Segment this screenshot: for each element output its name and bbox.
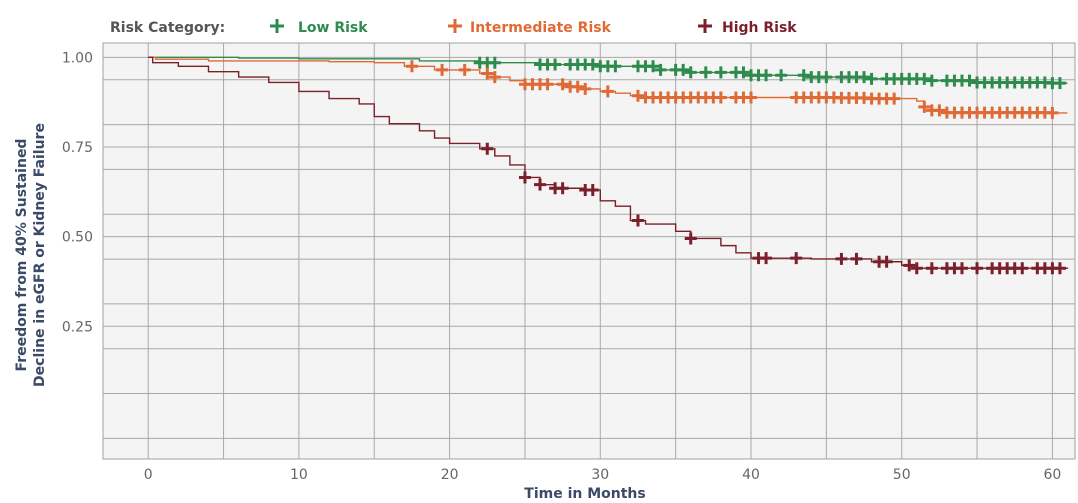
censor-mark-low-risk [963, 74, 976, 87]
series-intermediate-risk [148, 56, 1068, 119]
censor-mark-intermediate-risk [436, 63, 449, 76]
censor-mark-intermediate-risk [458, 63, 471, 76]
censor-mark-high-risk [971, 262, 984, 275]
series-high-risk [148, 56, 1069, 275]
y-tick-label: 0.25 [62, 319, 93, 335]
censor-mark-intermediate-risk [714, 91, 727, 104]
censor-mark-low-risk [820, 71, 833, 84]
censor-mark-low-risk [488, 56, 501, 69]
censor-mark-high-risk [790, 252, 803, 265]
x-tick-label: 60 [1043, 467, 1061, 483]
censor-mark-high-risk [518, 171, 531, 184]
censor-mark-low-risk [647, 60, 660, 73]
censor-mark-intermediate-risk [488, 71, 501, 84]
censor-mark-low-risk [699, 66, 712, 79]
axis-ticks: 0 10 20 30 40 50 60 0.25 0.50 0.75 1.00 [62, 50, 1061, 483]
censor-mark-intermediate-risk [481, 67, 494, 80]
censor-mark-high-risk [534, 178, 547, 191]
censor-mark-low-risk [760, 69, 773, 82]
censor-mark-intermediate-risk [631, 89, 644, 102]
series-low-risk [148, 56, 1068, 90]
censor-mark-low-risk [858, 71, 871, 84]
y-axis-title-line-2: Decline in eGFR or Kidney Failure [32, 123, 48, 387]
censor-mark-low-risk [654, 63, 667, 76]
censor-mark-high-risk [850, 252, 863, 265]
censor-mark-low-risk [586, 58, 599, 71]
censor-mark-low-risk [677, 63, 690, 76]
legend-item-intermediate-risk: Intermediate Risk [448, 19, 612, 36]
censor-mark-low-risk [918, 72, 931, 85]
censor-mark-high-risk [684, 232, 697, 245]
plot-area [102, 42, 1076, 460]
x-tick-label: 10 [290, 467, 308, 483]
censor-mark-high-risk [481, 142, 494, 155]
censor-mark-high-risk [556, 182, 569, 195]
censor-mark-low-risk [549, 58, 562, 71]
legend-marker-low-risk [270, 19, 284, 33]
censor-mark-intermediate-risk [571, 80, 584, 93]
legend-marker-high-risk [698, 19, 712, 33]
censor-mark-low-risk [609, 60, 622, 73]
legend-item-high-risk: High Risk [698, 19, 797, 36]
censor-mark-intermediate-risk [601, 85, 614, 98]
censor-mark-low-risk [797, 69, 810, 82]
censor-mark-low-risk [775, 69, 788, 82]
legend-label-low-risk: Low Risk [298, 20, 368, 36]
censor-mark-high-risk [586, 184, 599, 197]
censor-mark-high-risk [1016, 262, 1029, 275]
censor-mark-low-risk [925, 74, 938, 87]
legend-label-intermediate-risk: Intermediate Risk [470, 20, 612, 36]
x-tick-label: 50 [893, 467, 911, 483]
censor-mark-high-risk [955, 262, 968, 275]
legend-item-low-risk: Low Risk [270, 19, 368, 36]
censor-mark-high-risk [760, 252, 773, 265]
censor-mark-high-risk [835, 252, 848, 265]
legend-label-high-risk: High Risk [722, 20, 797, 36]
x-tick-label: 0 [144, 467, 153, 483]
y-axis-title-line-1: Freedom from 40% Sustained [14, 139, 30, 372]
censor-mark-high-risk [910, 262, 923, 275]
censor-mark-high-risk [903, 259, 916, 272]
x-tick-label: 30 [591, 467, 609, 483]
censor-mark-high-risk [631, 214, 644, 227]
censor-mark-low-risk [1053, 77, 1066, 90]
censor-mark-intermediate-risk [888, 92, 901, 105]
x-tick-label: 20 [441, 467, 459, 483]
y-tick-label: 0.50 [62, 230, 93, 246]
censor-mark-intermediate-risk [579, 82, 592, 95]
legend-marker-intermediate-risk [448, 19, 462, 33]
censor-mark-low-risk [865, 72, 878, 85]
grid-lines [103, 43, 1075, 459]
censor-mark-high-risk [1053, 262, 1066, 275]
censor-mark-low-risk [737, 66, 750, 79]
censor-mark-intermediate-risk [745, 91, 757, 104]
censor-mark-high-risk [880, 255, 893, 268]
censor-mark-low-risk [714, 66, 727, 79]
censor-mark-low-risk [684, 66, 697, 79]
censor-mark-intermediate-risk [1046, 106, 1059, 119]
series-layer [148, 56, 1069, 275]
x-tick-label: 40 [742, 467, 760, 483]
legend-title: Risk Category: [110, 20, 225, 36]
censor-mark-intermediate-risk [405, 60, 418, 73]
censor-mark-high-risk [925, 262, 938, 275]
censor-mark-intermediate-risk [541, 78, 554, 91]
censor-mark-intermediate-risk [556, 78, 569, 91]
censor-mark-intermediate-risk [918, 100, 931, 113]
y-tick-label: 1.00 [62, 50, 93, 66]
censor-mark-intermediate-risk [933, 104, 946, 117]
x-axis-title: Time in Months [524, 486, 645, 502]
y-tick-label: 0.75 [62, 140, 93, 156]
